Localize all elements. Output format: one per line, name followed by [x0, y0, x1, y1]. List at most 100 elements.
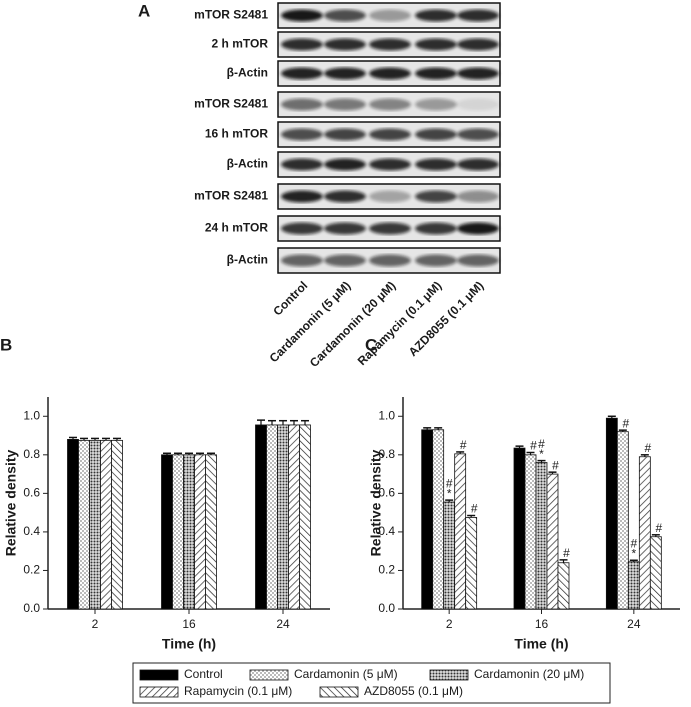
- bar: [288, 424, 300, 610]
- panel-label: B: [0, 335, 12, 354]
- y-axis-label: Relative density: [3, 449, 19, 556]
- blot-band: [324, 38, 366, 51]
- significance-mark: #: [460, 438, 467, 452]
- blot-band: [324, 158, 366, 171]
- bar: [443, 501, 456, 610]
- y-tick-label: 1.0: [23, 408, 40, 422]
- y-tick-label: 0.8: [23, 447, 40, 461]
- blot-band: [457, 190, 499, 203]
- blot-band: [369, 67, 411, 80]
- bar: [557, 562, 570, 610]
- blot-row-label: β-Actin: [227, 66, 268, 80]
- bar: [299, 424, 311, 610]
- blot-band: [324, 67, 366, 80]
- y-tick-label: 1.0: [378, 408, 395, 422]
- blot-row-label: mTOR S2481: [194, 189, 268, 203]
- blot-band: [281, 67, 323, 80]
- blot-row-label: 2 h mTOR: [212, 37, 269, 51]
- lane-label: AZD8055 (0.1 μM): [406, 278, 487, 359]
- blot-band: [324, 128, 366, 141]
- lane-label: Control: [270, 278, 310, 318]
- significance-mark: #: [630, 536, 637, 550]
- y-tick-label: 0.8: [378, 447, 395, 461]
- x-tick-label: 2: [446, 617, 453, 631]
- panel-label: C: [365, 335, 377, 354]
- blot-band: [369, 38, 411, 51]
- significance-mark: *: [631, 546, 636, 560]
- legend-swatch: [429, 669, 469, 681]
- legend-swatch: [139, 686, 179, 698]
- blot-row-label: mTOR S2481: [194, 8, 268, 22]
- blot-band: [281, 254, 323, 267]
- blot-band: [324, 9, 366, 22]
- blot-band: [415, 254, 457, 267]
- y-tick-label: 0.6: [23, 486, 40, 500]
- blot-band: [369, 98, 411, 111]
- blot-band: [457, 9, 499, 22]
- blot-band: [415, 67, 457, 80]
- blot-row-label: mTOR S2481: [194, 97, 268, 111]
- bar: [194, 454, 206, 610]
- bar: [266, 424, 278, 610]
- blot-band: [324, 222, 366, 235]
- blot-band: [369, 128, 411, 141]
- legend-label: AZD8055 (0.1 μM): [364, 684, 463, 698]
- bar: [524, 454, 537, 610]
- blot-band: [457, 67, 499, 80]
- legend-box: [132, 662, 611, 704]
- blot-band: [415, 128, 457, 141]
- bar: [67, 438, 79, 610]
- x-axis-label: Time (h): [514, 636, 568, 652]
- significance-mark: #: [644, 441, 651, 455]
- blot-band: [324, 254, 366, 267]
- blot-band: [457, 128, 499, 141]
- blot-band: [457, 98, 499, 111]
- significance-mark: #: [655, 521, 662, 535]
- significance-mark: *: [447, 486, 452, 500]
- bar-chart: B 0.0 0.2 0.4 0.6 0.8 1.0 Relative density Time …: [0, 335, 330, 652]
- blot-band: [281, 222, 323, 235]
- y-tick-label: 0.6: [378, 486, 395, 500]
- bar-chart: C 0.0 0.2 0.4 0.6 0.8 1.0 Relative density Time …: [365, 335, 680, 652]
- lane-label: Cardamonin (5 μM): [267, 278, 354, 365]
- blot-band: [281, 128, 323, 141]
- bar: [616, 431, 629, 610]
- y-tick-label: 0.0: [23, 601, 40, 615]
- bar: [638, 456, 651, 610]
- significance-mark: #: [530, 439, 537, 453]
- significance-mark: #: [538, 437, 545, 451]
- legend-swatch: [139, 669, 179, 681]
- bar: [255, 424, 267, 610]
- legend-label: Control: [184, 667, 223, 681]
- bar: [277, 424, 289, 610]
- bar: [513, 447, 526, 610]
- significance-mark: #: [552, 458, 559, 472]
- blot-band: [457, 254, 499, 267]
- x-tick-label: 24: [276, 617, 290, 631]
- bar: [111, 439, 123, 610]
- bar: [432, 429, 445, 610]
- bar: [78, 439, 90, 610]
- lane-label: Cardamonin (20 μM): [307, 278, 398, 369]
- blot-band: [369, 254, 411, 267]
- bar: [172, 454, 184, 610]
- bar: [605, 417, 618, 610]
- blot-band: [415, 9, 457, 22]
- blot-band: [415, 98, 457, 111]
- blot-band: [281, 98, 323, 111]
- legend-label: Rapamycin (0.1 μM): [184, 684, 292, 698]
- bar: [465, 517, 478, 610]
- x-tick-label: 2: [92, 617, 99, 631]
- blot-band: [324, 190, 366, 203]
- blot-band: [324, 98, 366, 111]
- bar: [100, 439, 112, 610]
- legend-label: Cardamonin (5 μM): [294, 667, 398, 681]
- blot-band: [369, 222, 411, 235]
- blot-band: [281, 9, 323, 22]
- y-tick-label: 0.2: [23, 563, 40, 577]
- legend-swatch: [249, 669, 289, 681]
- legend-swatch: [319, 686, 359, 698]
- blot-band: [415, 222, 457, 235]
- charts: B 0.0 0.2 0.4 0.6 0.8 1.0 Relative density Time …: [0, 335, 680, 652]
- significance-mark: *: [539, 447, 544, 461]
